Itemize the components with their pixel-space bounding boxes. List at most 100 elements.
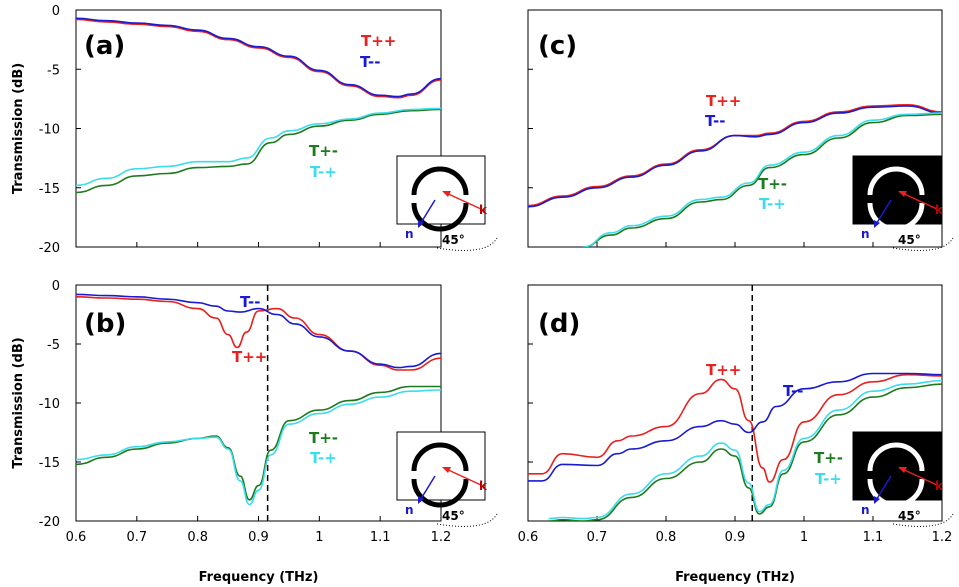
n-arrowhead [874,220,880,228]
k-label: k [479,203,488,217]
series-label-Tpm: T+- [758,175,787,193]
series-label-Tpm: T+- [814,449,843,467]
x-tick-label: 0.6 [66,530,87,545]
k-arrowhead [898,467,907,473]
x-tick-label: 0.9 [725,530,746,545]
series-label-Tmm: T-- [783,382,803,400]
x-tick-label: 0.8 [187,530,208,545]
resonator-upper-arc [867,442,925,472]
angle-label: 45° [442,233,465,247]
n-label: n [861,227,870,241]
series-line-Tpm [76,385,441,501]
series-line-Tmp [76,107,441,187]
x-tick-label: 1.2 [431,530,452,545]
x-axis-title: Frequency (THz) [675,570,795,585]
series-group [528,372,942,521]
x-tick-label: 0.7 [126,530,147,545]
y-tick-label: -10 [39,123,60,138]
series-label-Tmm: T-- [240,293,260,311]
panel-label: (b) [84,309,126,339]
series-line-Tmm [76,17,441,98]
inset: k n 45° [852,155,954,251]
resonator-lower-arc [411,478,469,508]
inset: k n 45° [852,431,954,527]
series-line-Tpp [528,373,942,483]
series-group [76,293,441,506]
panel-label: (a) [84,31,125,61]
panel-label: (c) [538,31,577,61]
y-tick-label: -5 [47,63,60,78]
series-label-Tpp: T++ [232,348,267,366]
resonator-lower-arc [867,202,925,232]
series-label-Tmm: T-- [360,53,380,71]
angle-label: 45° [898,233,921,247]
inset-frame [396,155,486,225]
series-line-Tmp [583,112,942,247]
series-group [528,103,942,247]
angle-arc [892,237,954,251]
series-line-Tpp [76,296,441,371]
y-tick-label: -20 [39,241,60,256]
series-line-Tmm [528,105,942,208]
n-vector-arrow [874,199,892,227]
series-line-Tmp [548,379,942,520]
k-arrowhead [442,467,451,473]
n-arrowhead [874,496,880,504]
y-tick-label: -10 [39,397,60,412]
y-tick-label: -5 [47,338,60,353]
y-tick-label: 0 [52,279,60,294]
y-tick-label: -15 [39,456,60,471]
k-vector-arrow [443,467,482,486]
x-tick-label: 0.7 [587,530,608,545]
series-label-Tmp: T-+ [310,449,337,467]
k-arrowhead [442,191,451,197]
y-tick-label: -20 [39,515,60,530]
resonator-upper-arc [411,442,469,472]
n-label: n [405,503,414,517]
y-axis-title: Transmission (dB) [11,63,26,194]
k-vector-arrow [899,467,938,486]
y-axis-title: Transmission (dB) [11,337,26,468]
series-label-Tmp: T-+ [310,163,337,181]
angle-label: 45° [898,509,921,523]
k-label: k [479,479,488,493]
y-tick-label: -15 [39,182,60,197]
resonator-upper-arc [867,166,925,196]
inset-frame [852,431,942,501]
n-vector-arrow [874,475,892,503]
inset: k n 45° [396,155,498,251]
panel-label: (d) [538,309,580,339]
x-tick-label: 0.9 [248,530,269,545]
k-arrowhead [898,191,907,197]
resonator-upper-arc [411,166,469,196]
series-line-Tmm [528,372,942,482]
panel-d: 0.6 0.7 0.8 0.9 1 1.1 1.2 Frequency (THz) T++ T--… [518,284,954,585]
n-vector-arrow [418,475,436,503]
n-label: n [405,227,414,241]
series-line-Tmm [76,293,441,369]
series-group [76,17,441,194]
angle-label: 45° [442,509,465,523]
x-tick-label: 1.1 [370,530,391,545]
x-tick-label: 0.6 [518,530,539,545]
n-arrowhead [418,220,424,228]
series-label-Tpm: T+- [309,429,338,447]
x-tick-label: 0.8 [656,530,677,545]
inset-frame [852,155,942,225]
panel-c: T++ T-- T+- T-+ (c) k n 45° [527,9,954,251]
resonator-lower-arc [867,478,925,508]
n-arrowhead [418,496,424,504]
series-label-Tpm: T+- [309,142,338,160]
series-label-Tpp: T++ [361,32,396,50]
series-label-Tpp: T++ [706,361,741,379]
series-label-Tmm: T-- [705,112,725,130]
series-line-Tpm [76,108,441,194]
k-vector-arrow [899,191,938,210]
series-label-Tpp: T++ [706,92,741,110]
series-line-Tpm [548,383,942,521]
x-tick-label: 1 [800,530,808,545]
angle-arc [436,237,498,251]
angle-arc [436,513,498,527]
y-tick-label: 0 [52,4,60,19]
